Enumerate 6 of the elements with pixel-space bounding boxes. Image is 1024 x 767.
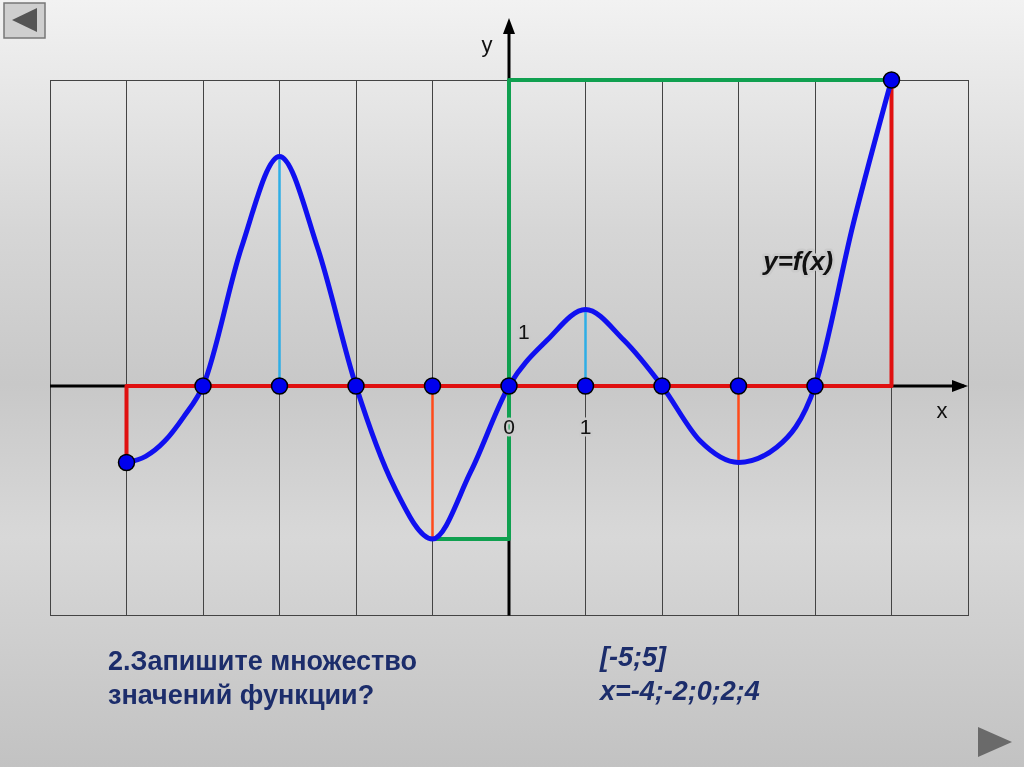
text: 2.Запишите множество значений функции?	[108, 645, 419, 712]
x-axis-title: x	[936, 398, 948, 423]
text: x=-4;-2;0;2;4	[600, 675, 761, 708]
text: [-5;5]	[600, 641, 668, 674]
annotation: 1	[518, 319, 530, 343]
y-axis-title: y	[481, 32, 493, 57]
